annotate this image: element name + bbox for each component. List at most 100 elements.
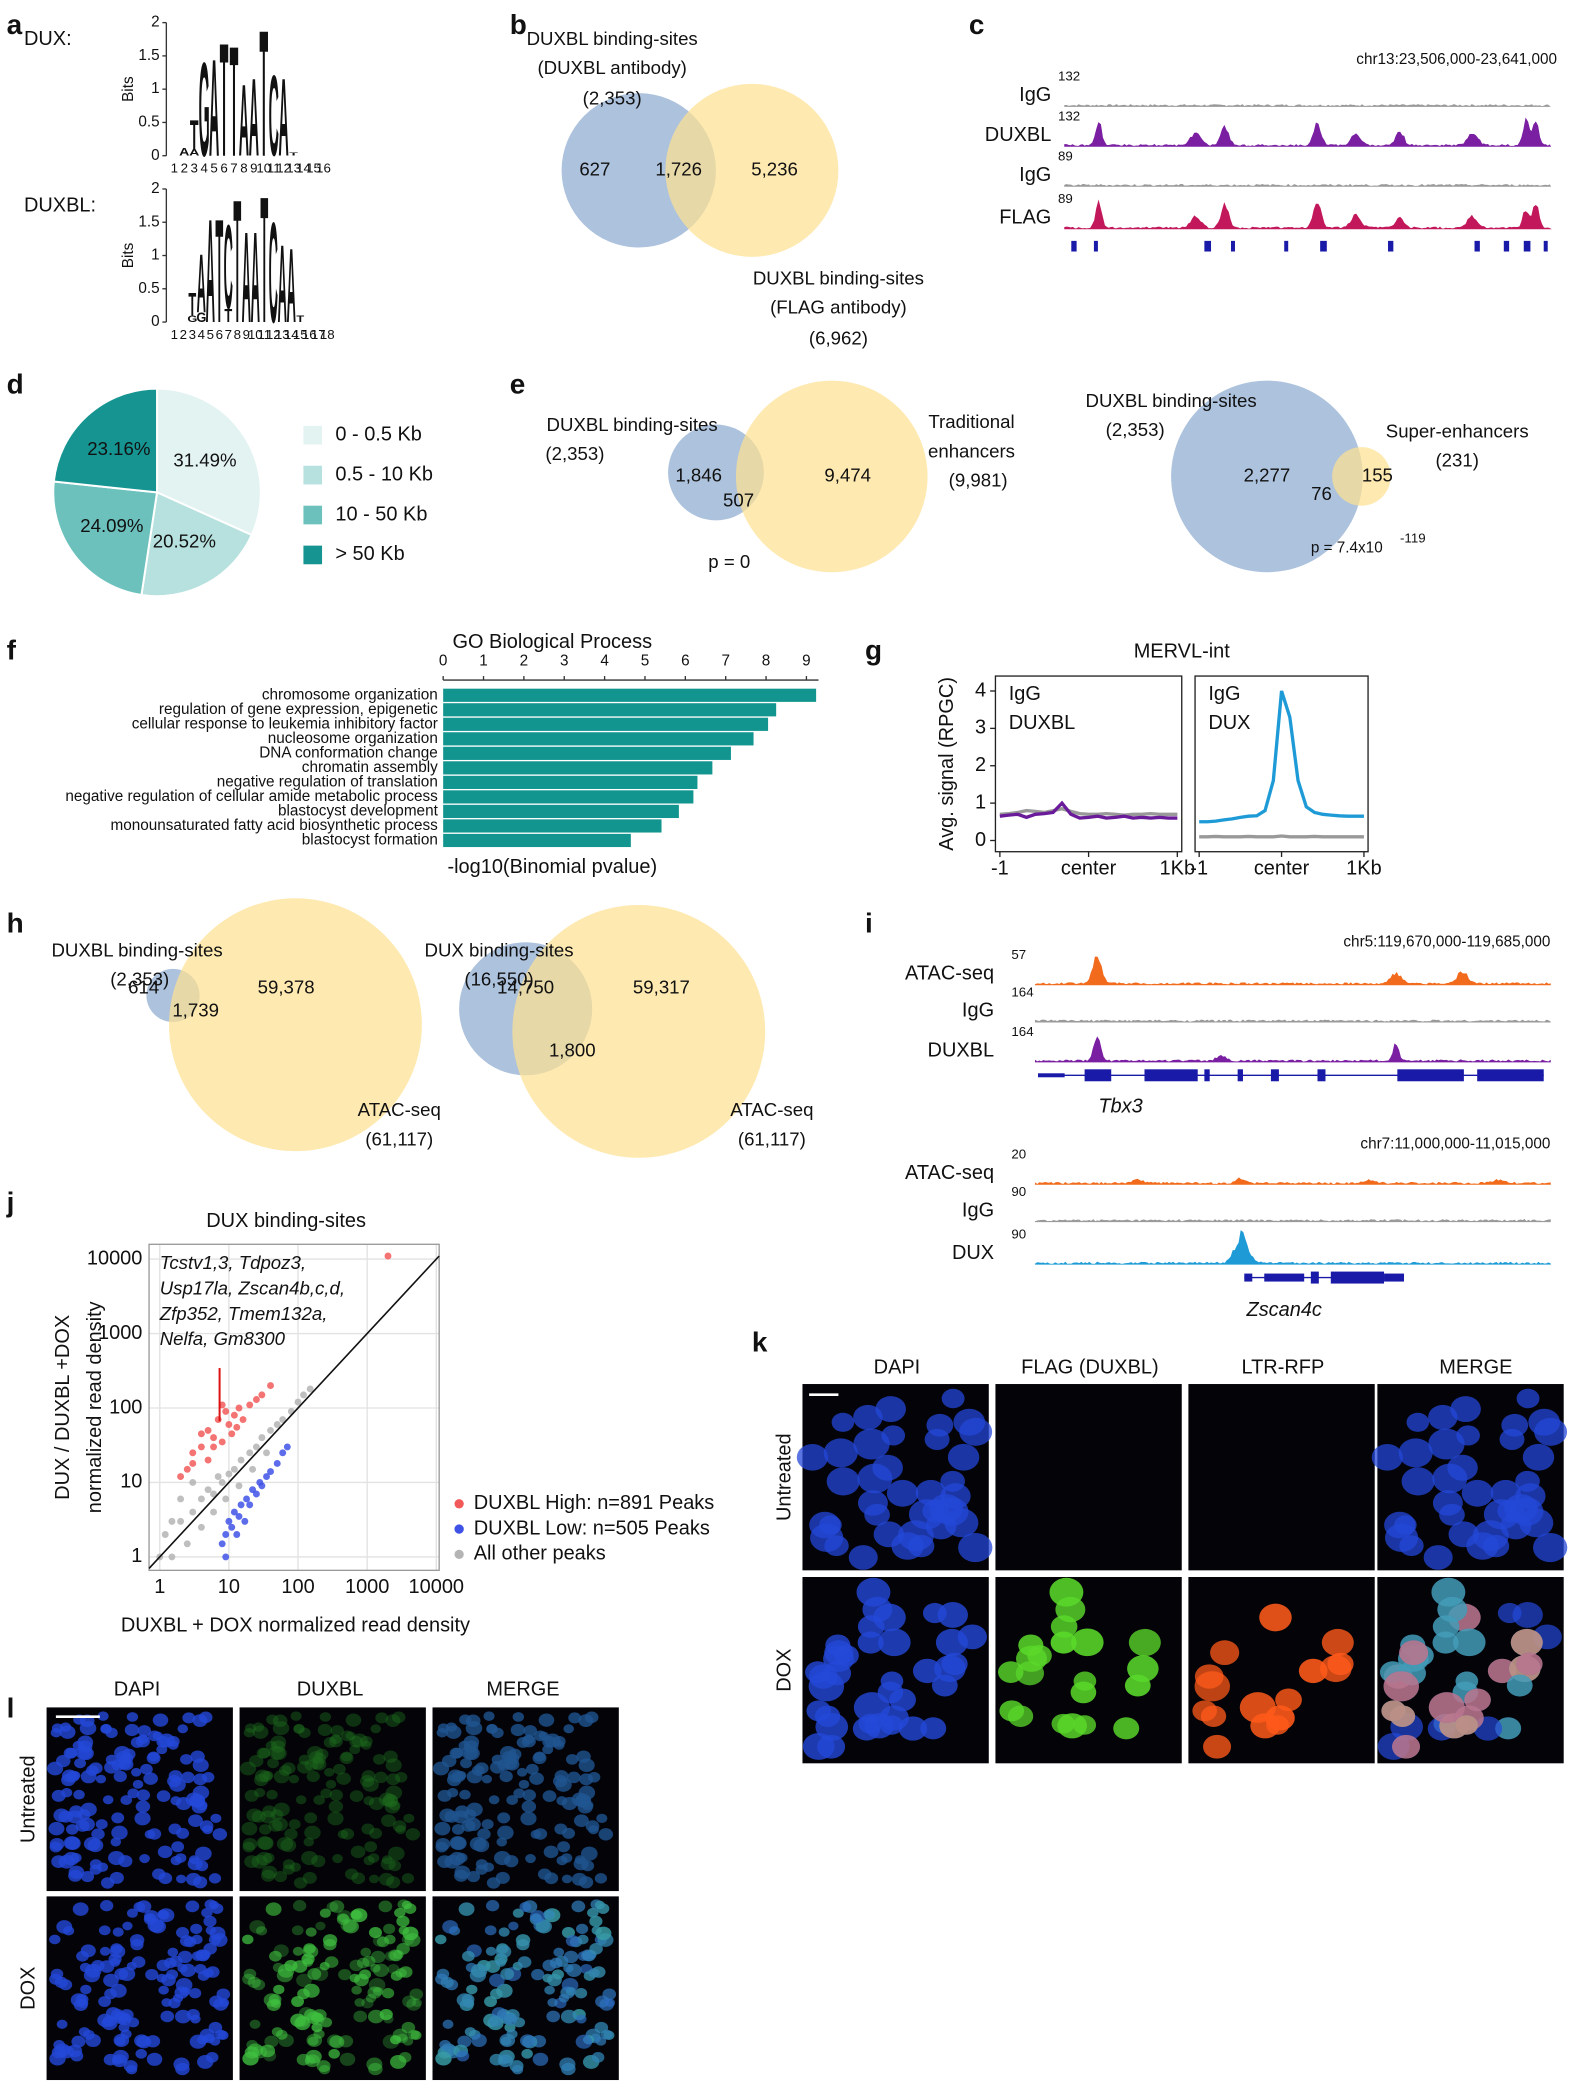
cell [369,1827,383,1839]
cell [203,1915,217,1927]
cell [1192,1700,1218,1722]
cell [265,1740,278,1751]
scatter-point [243,1495,251,1503]
cell [517,1956,532,1968]
cell [442,2019,454,2029]
cell [54,1976,68,1988]
track-max: 132 [1058,109,1080,124]
cell [581,1846,598,1861]
scatter-point [210,1508,218,1516]
gene-exon [1244,1273,1253,1282]
cell [568,1712,582,1724]
legend-label: IgG [1208,683,1240,705]
track-max: 90 [1011,1226,1026,1241]
cell [111,1825,128,1840]
position-label: 13 [275,327,290,342]
cell [256,1851,273,1866]
cell [85,2033,101,2047]
cell [254,1769,271,1783]
x-tick-label: 7 [721,652,730,669]
cell [578,1785,596,1800]
cell [56,2019,68,2029]
cell [533,1751,546,1762]
cell [172,1993,184,2003]
cell [251,1810,267,1823]
cell [488,2015,503,2027]
cell [477,1828,491,1840]
cell [488,1795,500,1805]
cell [588,1825,599,1835]
cell [327,2034,343,2048]
cell [156,1973,167,1983]
cell [878,1628,911,1657]
scatter-point [267,1426,274,1434]
scatter-point [197,1523,205,1531]
gene-exon [1284,240,1289,252]
cell [99,1946,111,1956]
cell [449,1851,466,1866]
panel-label: a [7,9,23,40]
scatter-point [189,1508,197,1516]
logo-letter: A [209,30,219,185]
legend-label: DUX [1208,712,1250,734]
scatter-point [230,1411,238,1419]
scatter-point [233,1423,241,1431]
micrograph [239,1707,426,1892]
cell [403,1813,415,1824]
cell [156,1735,170,1748]
cell [351,1985,362,1995]
cell [363,1796,375,1806]
cell [824,1640,854,1666]
cell [240,1761,257,1776]
cell [526,1763,539,1775]
cell [95,1819,108,1830]
text-label: (16,550) [464,969,533,990]
position-label: 8 [240,161,247,176]
text-label: 2,277 [1244,464,1291,485]
cell [345,1713,362,1727]
cell [329,1900,345,1913]
cell [353,2010,368,2023]
cell [605,1998,616,2008]
signal-track [1064,183,1552,187]
data-label: 31.49% [173,449,236,470]
cell [271,1746,287,1761]
scatter-point [237,1501,245,1509]
cell [508,1748,522,1760]
cell [126,1908,138,1918]
motif-name: DUX: [24,28,72,50]
scatter-point [267,1382,274,1390]
cell [506,1795,518,1805]
cell [362,1955,376,1967]
x-tick-label: center [1254,857,1310,879]
position-label: 2 [181,161,188,176]
position-label: 15 [293,327,308,342]
annotation: Nelfa, Gm8300 [160,1328,286,1349]
cell [394,1907,406,1918]
cell [262,1770,274,1780]
gene-exon [1144,1069,1198,1082]
cell [312,1752,327,1765]
cell [111,1812,125,1824]
scatter-point [177,1517,185,1525]
cell [573,1814,589,1827]
annotation: Tcstv1,3, Tdpoz3, [160,1252,306,1273]
gene-exon [1204,240,1212,252]
cell [209,1926,226,1941]
cell [526,1763,539,1775]
cell [132,1779,144,1789]
cell [180,1963,196,1977]
cell [1456,1425,1480,1446]
cell [307,1968,322,1980]
cell [1203,1734,1232,1759]
text-label: p = 0 [708,551,750,572]
cell [455,1770,467,1780]
gene-name: Tbx3 [1098,1095,1142,1117]
y-tick-label: 2 [975,754,986,776]
cell [372,1986,384,1996]
cell [88,1762,103,1775]
cell [455,1770,467,1780]
cell [342,1919,359,1934]
cell [1461,1479,1494,1507]
